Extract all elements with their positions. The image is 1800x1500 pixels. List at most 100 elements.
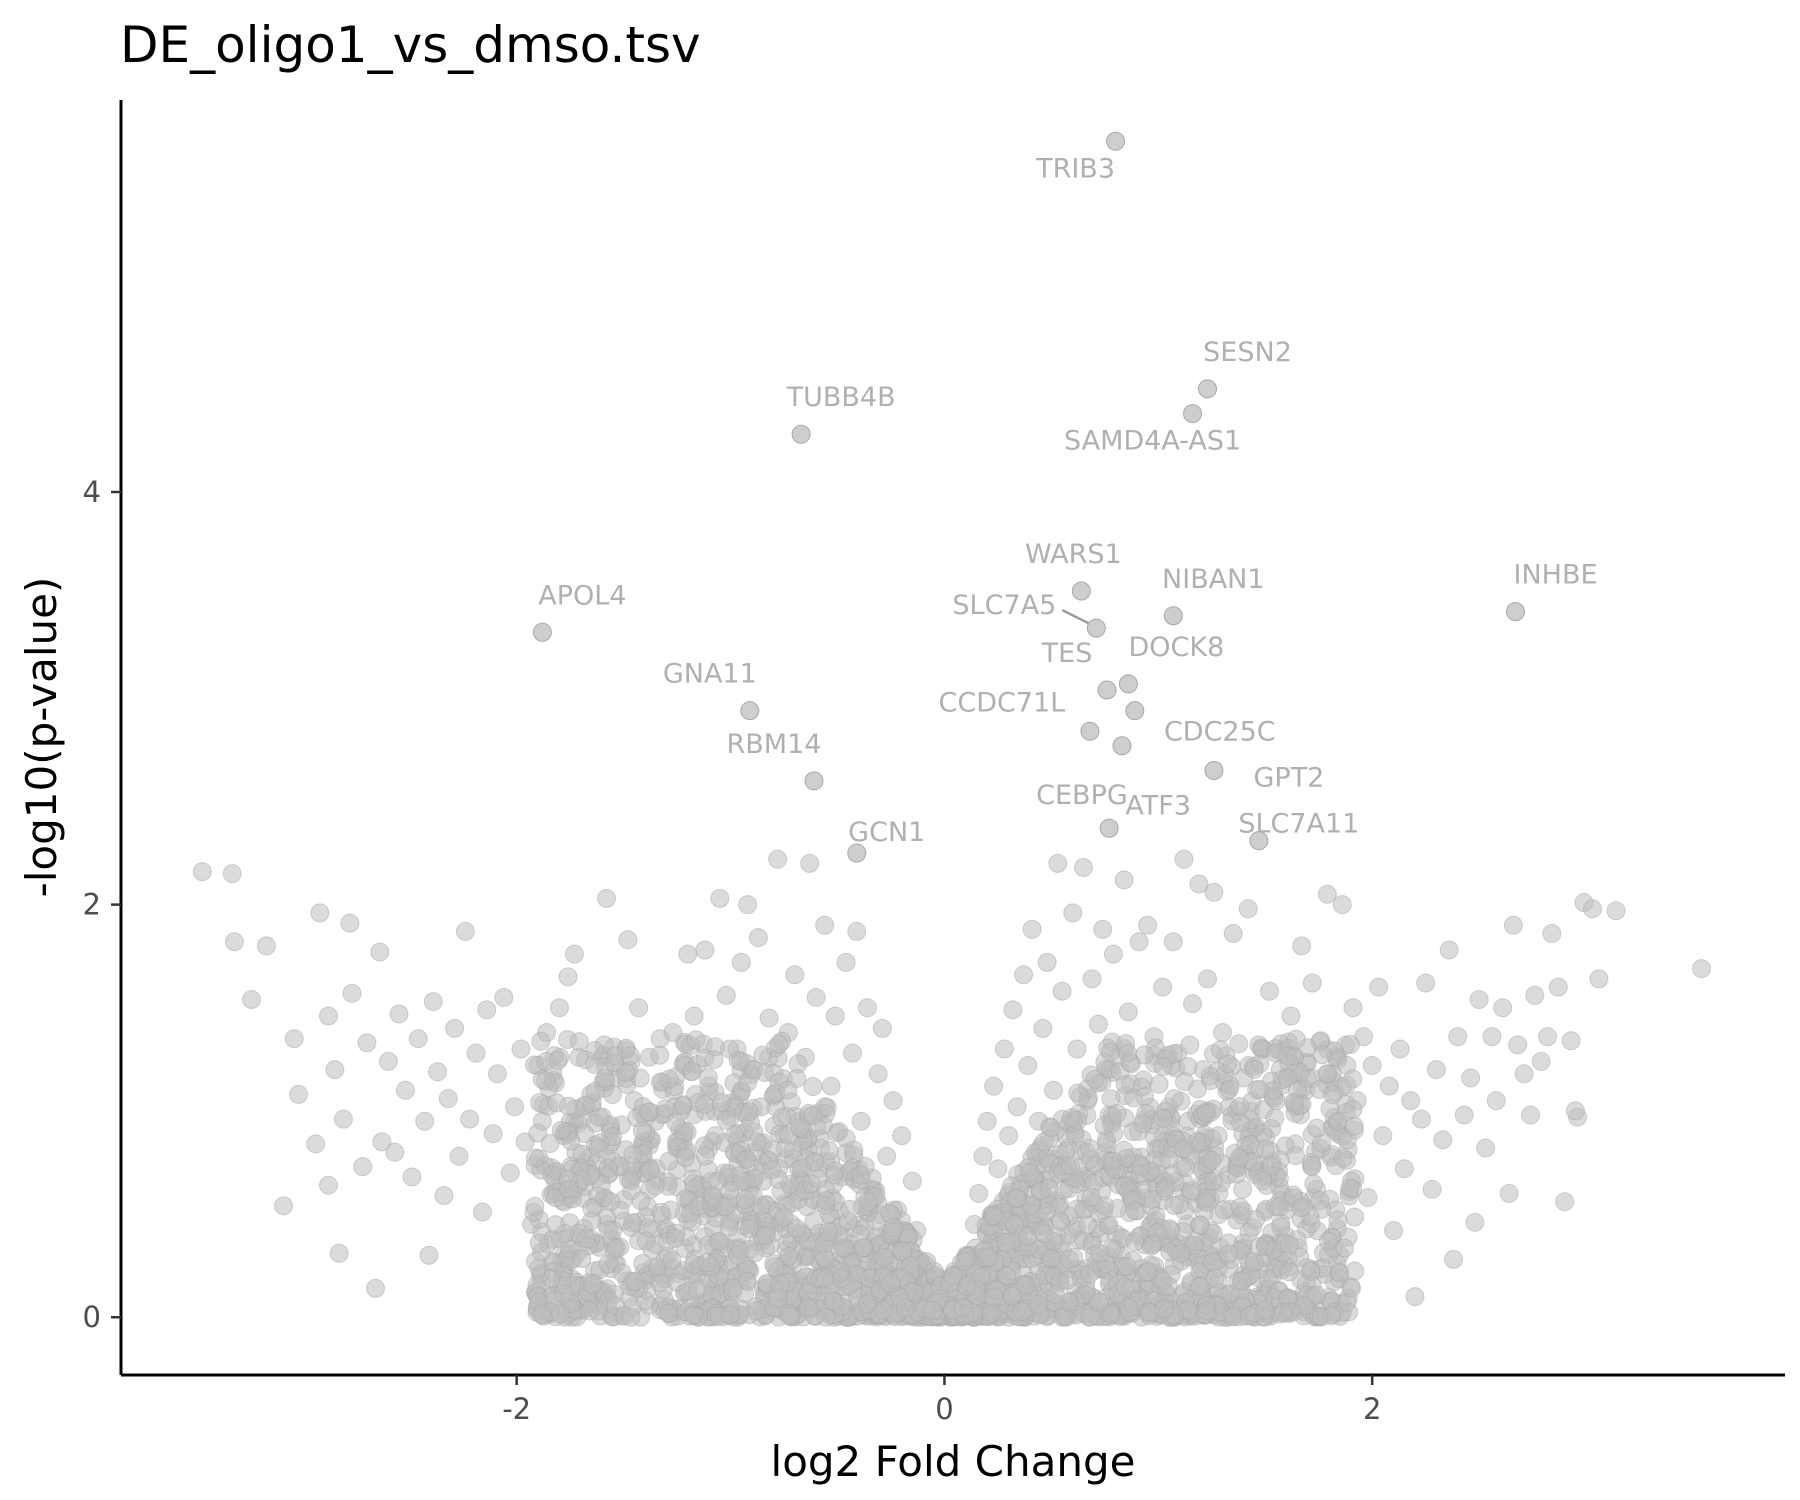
data-point (984, 1287, 1004, 1307)
data-point (1063, 903, 1083, 923)
data-point (636, 1231, 656, 1251)
data-point (1269, 1197, 1289, 1217)
data-point (1103, 944, 1123, 964)
gene-labels-layer: TRIB3 SESN2 SAMD4A-AS1 TUBB4B WARS1 SLC7A5 NIB… (538, 153, 1597, 848)
data-point (735, 1190, 755, 1210)
data-point (402, 1167, 422, 1187)
data-point (1020, 1163, 1040, 1183)
data-point (923, 1301, 943, 1321)
data-point (739, 1218, 759, 1238)
data-point (1345, 1207, 1365, 1227)
gene-label: RBM14 (727, 729, 822, 760)
data-point (1080, 1307, 1100, 1327)
data-point (851, 1111, 871, 1131)
data-point (1246, 1210, 1266, 1230)
x-axis-ticks: -2 0 2 (502, 1375, 1381, 1426)
data-point (1302, 973, 1322, 993)
data-point (977, 1111, 997, 1131)
data-point (1198, 969, 1218, 989)
data-point (787, 1218, 807, 1238)
data-point (477, 1000, 497, 1020)
data-point (1486, 1091, 1506, 1111)
data-point (500, 1163, 520, 1183)
data-point (1005, 1215, 1025, 1235)
data-point (559, 1179, 579, 1199)
data-point (1197, 1193, 1217, 1213)
data-point (1232, 1271, 1252, 1291)
data-point (1016, 1275, 1036, 1295)
data-point (1379, 1076, 1399, 1096)
data-point (1369, 977, 1389, 997)
data-point (1034, 1224, 1054, 1244)
data-point (1174, 849, 1194, 869)
data-point (902, 1171, 922, 1191)
data-point (1265, 1108, 1285, 1128)
data-point (1589, 969, 1609, 989)
data-point (549, 998, 569, 1018)
data-point (1548, 977, 1568, 997)
highlighted-point (1097, 680, 1117, 700)
data-point (1250, 1080, 1270, 1100)
data-point (333, 1109, 353, 1129)
data-point (548, 1050, 568, 1070)
data-point (1411, 1109, 1431, 1129)
data-point (982, 1304, 1002, 1324)
data-point (1493, 998, 1513, 1018)
data-point (1118, 1002, 1138, 1022)
data-point (1219, 1079, 1239, 1099)
data-point (953, 1298, 973, 1318)
data-point (1155, 1178, 1175, 1198)
data-point (1190, 1276, 1210, 1296)
data-point (675, 1148, 695, 1168)
data-point (1164, 1195, 1184, 1215)
y-tick-label: 2 (83, 888, 101, 922)
gene-label: NIBAN1 (1162, 564, 1265, 595)
data-point (1583, 899, 1603, 919)
data-point (1290, 1095, 1310, 1115)
data-point (632, 1121, 652, 1141)
data-point (385, 1142, 405, 1162)
data-point (662, 1250, 682, 1270)
data-point (241, 990, 261, 1010)
data-point (542, 1165, 562, 1185)
data-point (526, 1251, 546, 1271)
data-point (769, 1034, 789, 1054)
data-point (1002, 1286, 1022, 1306)
data-point (1401, 1091, 1421, 1111)
data-point (665, 1228, 685, 1248)
data-point (600, 1192, 620, 1212)
data-point (973, 1146, 993, 1166)
data-point (994, 1039, 1014, 1059)
data-point (704, 1050, 724, 1070)
data-point (792, 1158, 812, 1178)
gene-label: TUBB4B (786, 382, 896, 413)
data-point (597, 888, 617, 908)
data-point (408, 1029, 428, 1049)
data-point (695, 940, 715, 960)
data-point (747, 1132, 767, 1152)
data-point (815, 915, 835, 935)
data-point (1344, 1116, 1364, 1136)
data-point (1330, 1263, 1350, 1283)
gene-label: DOCK8 (1128, 632, 1224, 663)
data-point (874, 1247, 894, 1267)
data-point (1153, 1057, 1173, 1077)
data-point (737, 1150, 757, 1170)
data-point (1454, 1105, 1474, 1125)
data-point (618, 930, 638, 950)
data-point (1469, 990, 1489, 1010)
data-point (353, 1157, 373, 1177)
gene-label: TES (1041, 638, 1093, 669)
data-point (1119, 1298, 1139, 1318)
data-point (988, 1159, 1008, 1179)
data-point (620, 1046, 640, 1066)
data-point (790, 1118, 810, 1138)
gene-label: GPT2 (1253, 763, 1324, 794)
data-point (1048, 853, 1068, 873)
data-point (494, 987, 514, 1007)
data-point (1692, 959, 1712, 979)
data-point (954, 1252, 974, 1272)
data-point (730, 1240, 750, 1260)
data-point (893, 1241, 913, 1261)
gene-label: GNA11 (663, 659, 757, 690)
